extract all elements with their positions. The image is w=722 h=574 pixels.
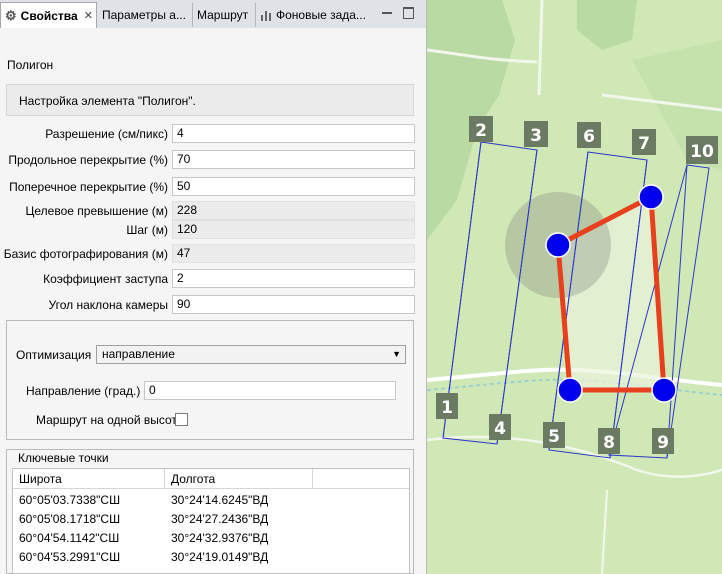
same-height-label: Маршрут на одной высоте [36,413,184,427]
table-cell-lat[interactable]: 60°04'53.2991"СШ [19,550,121,564]
side-overlap-input[interactable]: 50 [172,177,415,196]
tab-background-tasks[interactable]: Фоновые зада... [255,3,367,27]
column-header-empty [313,469,409,489]
side-overlap-label: Поперечное перекрытие (%) [9,180,168,194]
tab-route-label: Маршрут [197,8,249,22]
tab-route[interactable]: Маршрут [192,3,254,27]
overshoot-factor-label: Коэффициент заступа [43,272,168,286]
forest-area [577,0,637,50]
forward-overlap-input[interactable]: 70 [172,150,415,169]
optimization-select[interactable]: направление ▼ [96,345,406,364]
path-line [601,489,608,574]
strip-label: 6 [583,127,595,147]
path-line [537,0,544,96]
polygon-vertex[interactable] [638,184,664,210]
photo-base-label: Базис фотографирования (м) [3,247,168,261]
strip-label: 5 [548,427,560,447]
column-header-latitude[interactable]: Широта [13,469,165,489]
overshoot-factor-input[interactable]: 2 [172,269,415,288]
strip-label-box [543,422,565,448]
strip-label: 7 [638,134,650,154]
step-value: 120 [172,220,415,239]
path-line [427,48,538,64]
strip-label-box [469,116,493,142]
strip-label: 2 [475,121,487,141]
map-canvas[interactable]: 1 2 3 4 5 6 7 8 9 10 [427,0,722,574]
table-cell-lon[interactable]: 30°24'19.0149"ВД [171,550,269,564]
table-cell-lon[interactable]: 30°24'27.2436"ВД [171,512,269,526]
strip-label-box [652,428,674,454]
tab-properties-label: Свойства [20,8,78,23]
map-view[interactable]: 1 2 3 4 5 6 7 8 9 10 [427,0,722,574]
target-altitude-value: 228 [172,201,415,220]
strip-label: 9 [657,433,669,453]
strip-label: 3 [530,126,542,146]
polygon-vertex[interactable] [557,377,583,403]
table-cell-lon[interactable]: 30°24'14.6245"ВД [171,493,269,507]
strip-label-box [436,393,458,419]
route-polygon [555,194,667,393]
bar-chart-icon [260,10,272,21]
optimization-value: направление [102,347,175,361]
strip-label-box [686,136,718,164]
direction-label: Направление (град.) [26,384,141,398]
strip-label-box [632,129,656,155]
path-line [427,435,722,478]
maximize-icon[interactable] [402,6,416,20]
resolution-label: Разрешение (см/пикс) [45,127,168,141]
keypoints-table: Широта Долгота 60°05'03.7338"СШ 30°24'14… [12,468,410,574]
strip-label: 8 [603,433,615,453]
tab-bar: ⚙ Свойства ✕ Параметры а... Маршрут Фоно… [0,0,426,29]
column-header-longitude[interactable]: Долгота [165,469,313,489]
step-label: Шаг (м) [126,223,168,237]
table-cell-lat[interactable]: 60°05'03.7338"СШ [19,493,121,507]
minimize-icon[interactable] [380,6,394,20]
table-cell-lat[interactable]: 60°04'54.1142"СШ [19,531,120,545]
optimization-label: Оптимизация [16,348,92,362]
strip-label-box [489,414,511,440]
same-height-checkbox[interactable] [175,413,188,426]
camera-tilt-label: Угол наклона камеры [48,298,168,312]
table-cell-lat[interactable]: 60°05'08.1718"СШ [19,512,121,526]
chevron-down-icon: ▼ [392,349,401,359]
tab-properties[interactable]: ⚙ Свойства ✕ [0,2,97,28]
properties-content: Полигон Настройка элемента "Полигон". Ра… [0,28,426,574]
tab-parameters-label: Параметры а... [102,8,186,22]
polygon-fill [558,197,664,390]
gear-icon: ⚙ [5,7,17,23]
close-icon[interactable]: ✕ [83,10,93,22]
polygon-vertex[interactable] [545,232,571,258]
strip-label: 4 [494,419,506,439]
flight-strips [442,141,710,459]
description-box: Настройка элемента "Полигон". [6,84,414,116]
keypoints-title: Ключевые точки [18,451,109,465]
forward-overlap-label: Продольное перекрытие (%) [8,153,168,167]
strip-label: 10 [690,142,714,162]
resolution-input[interactable]: 4 [172,124,415,143]
photo-base-value: 47 [172,244,415,263]
strip-label-box [524,121,548,147]
optimization-group [6,320,414,440]
direction-input[interactable]: 0 [144,381,396,400]
table-cell-lon[interactable]: 30°24'32.9376"ВД [171,531,269,545]
strip-label: 1 [441,398,453,418]
path-line [601,93,722,112]
target-altitude-label: Целевое превышение (м) [25,204,168,218]
section-title: Полигон [7,58,54,72]
strip-label-box [598,428,620,454]
tab-background-tasks-label: Фоновые зада... [276,8,366,22]
properties-panel: ⚙ Свойства ✕ Параметры а... Маршрут Фоно… [0,0,427,574]
strip-label-box [577,122,601,148]
tab-parameters[interactable]: Параметры а... [98,3,190,27]
description-text: Настройка элемента "Полигон". [19,94,196,108]
camera-tilt-input[interactable]: 90 [172,295,415,314]
polygon-vertex[interactable] [651,377,677,403]
